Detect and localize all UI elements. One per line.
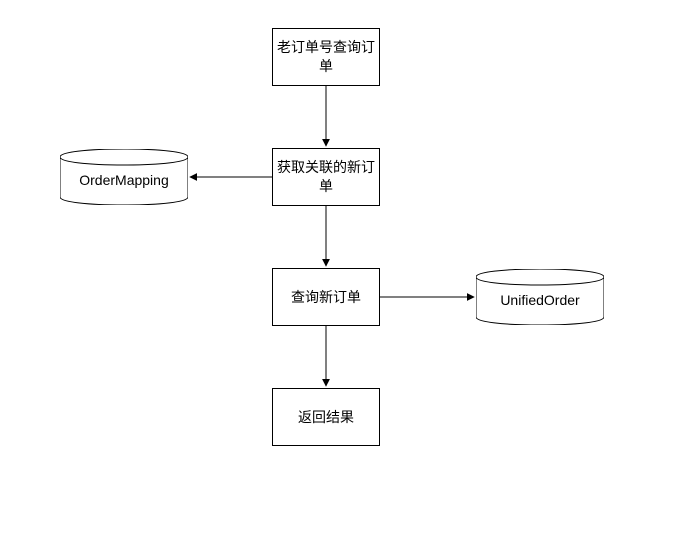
- node-label: 获取关联的新订单: [277, 158, 375, 196]
- datastore-unified-order: UnifiedOrder: [476, 269, 604, 325]
- flow-node-query-old-order: 老订单号查询订单: [272, 28, 380, 86]
- datastore-label: UnifiedOrder: [500, 292, 579, 308]
- flow-node-query-new-order: 查询新订单: [272, 268, 380, 326]
- datastore-order-mapping: OrderMapping: [60, 149, 188, 205]
- node-label: 老订单号查询订单: [277, 38, 375, 76]
- node-label: 查询新订单: [291, 288, 361, 307]
- node-label: 返回结果: [298, 408, 354, 427]
- datastore-label: OrderMapping: [79, 172, 169, 188]
- flow-node-return-result: 返回结果: [272, 388, 380, 446]
- flow-node-get-related-new-order: 获取关联的新订单: [272, 148, 380, 206]
